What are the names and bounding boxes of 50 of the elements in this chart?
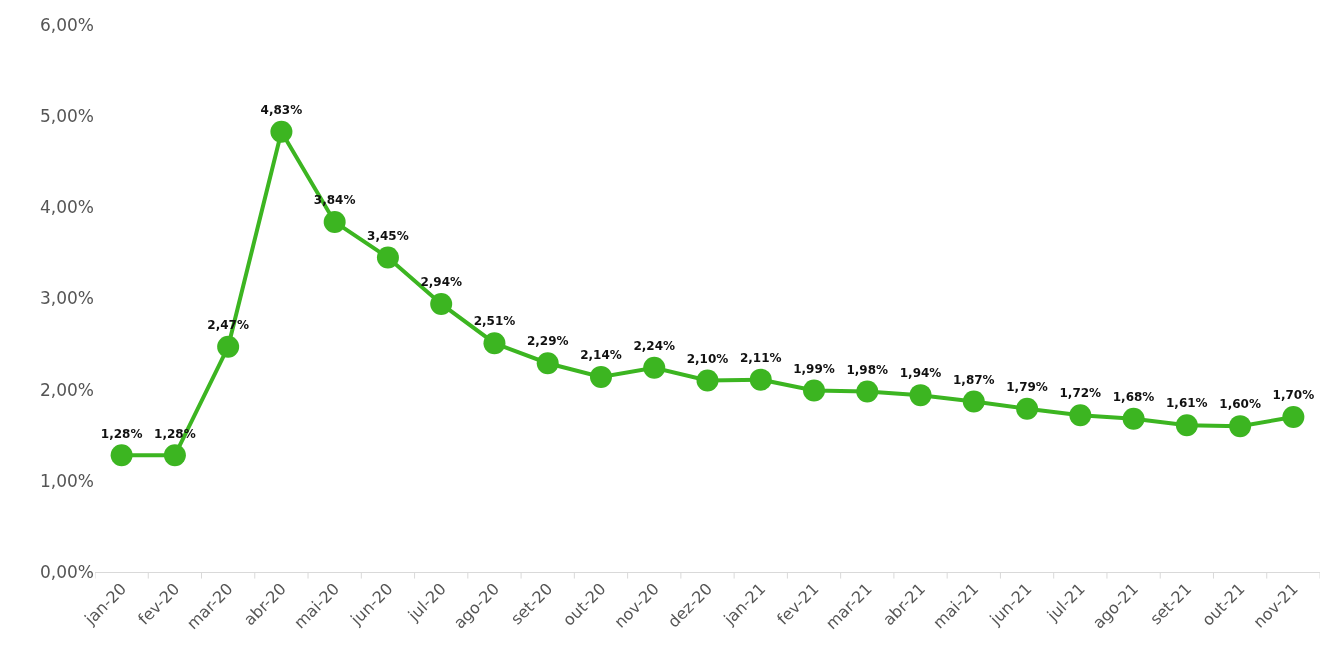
- data-label: 1,70%: [1272, 388, 1315, 403]
- data-label: 2,24%: [633, 339, 676, 354]
- point: [1282, 406, 1305, 429]
- point: [803, 379, 826, 402]
- data-label: 1,60%: [1219, 397, 1261, 412]
- y-tick-label: 6,00%: [39, 14, 94, 35]
- point: [749, 368, 772, 391]
- y-tick-label: 4,00%: [39, 197, 94, 218]
- point: [270, 120, 293, 143]
- point: [217, 335, 240, 358]
- data-label: 1,68%: [1112, 390, 1155, 405]
- point: [696, 369, 719, 392]
- point: [536, 352, 559, 375]
- point: [589, 365, 612, 388]
- y-tick-label: 5,00%: [39, 106, 94, 127]
- data-label: 3,45%: [367, 228, 409, 243]
- y-tick-label: 3,00%: [39, 288, 94, 309]
- data-label: 1,79%: [1006, 380, 1048, 395]
- data-label: 1,94%: [899, 366, 942, 381]
- point: [856, 380, 879, 403]
- y-tick-label: 0,00%: [39, 561, 94, 582]
- point: [110, 444, 133, 467]
- data-label: 4,83%: [260, 102, 303, 117]
- point: [1229, 415, 1252, 438]
- y-tick-label: 2,00%: [39, 379, 94, 400]
- point: [1016, 397, 1039, 420]
- data-label: 2,10%: [686, 351, 729, 366]
- point: [1122, 407, 1145, 430]
- point: [323, 210, 346, 233]
- data-label: 1,99%: [793, 361, 835, 376]
- data-label: 1,28%: [100, 426, 143, 441]
- point: [483, 332, 506, 355]
- point: [376, 246, 399, 269]
- point: [643, 356, 666, 379]
- point: [163, 444, 186, 467]
- point: [962, 390, 985, 413]
- point: [430, 292, 453, 315]
- data-label: 2,94%: [420, 275, 463, 290]
- data-label: 2,29%: [526, 334, 569, 349]
- data-label: 2,14%: [580, 348, 622, 363]
- data-label: 1,98%: [846, 362, 889, 377]
- data-label: 1,87%: [952, 372, 995, 387]
- point: [1069, 404, 1092, 427]
- data-label: 2,11%: [739, 350, 782, 365]
- point: [1175, 414, 1198, 437]
- data-label: 1,61%: [1166, 396, 1208, 411]
- y-tick-label: 1,00%: [39, 470, 94, 491]
- point: [909, 384, 932, 407]
- data-label: 1,72%: [1059, 386, 1102, 401]
- data-label: 2,51%: [473, 314, 516, 329]
